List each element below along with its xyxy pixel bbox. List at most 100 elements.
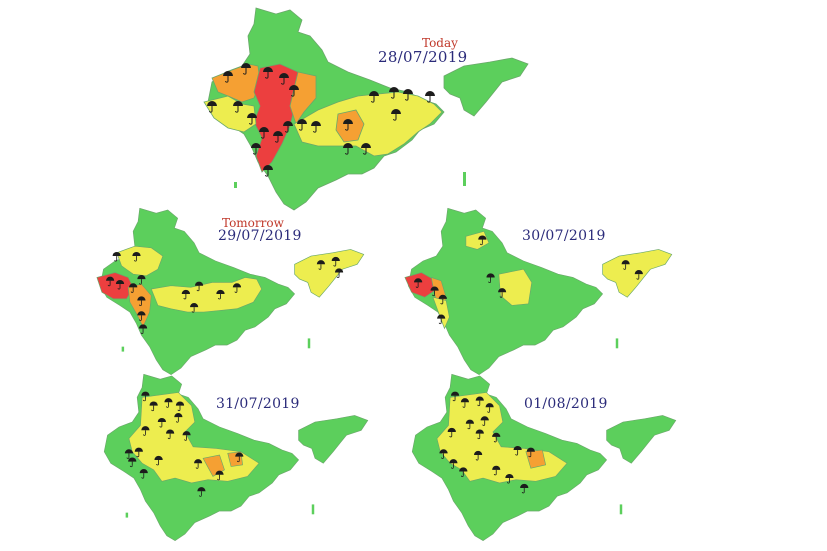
- umbrella-icon: [137, 311, 146, 321]
- umbrella-icon: [273, 131, 283, 143]
- umbrella-icon: [134, 447, 143, 458]
- map-date: 29/07/2019: [218, 228, 302, 244]
- umbrella-icon: [459, 467, 468, 477]
- map-region: [116, 245, 164, 277]
- umbrella-icon: [141, 391, 150, 402]
- umbrella-icon: [465, 419, 474, 430]
- umbrella-icon: [485, 403, 494, 413]
- umbrella-icon: [447, 427, 456, 438]
- umbrella-icon: [197, 487, 206, 497]
- umbrella-icon: [232, 283, 242, 293]
- india-map-tomorrow: [96, 207, 365, 376]
- umbrella-icon: [233, 101, 243, 113]
- umbrella-icon: [132, 251, 141, 262]
- umbrella-icon: [138, 324, 148, 335]
- map-region: [298, 415, 369, 464]
- islands-west: [234, 182, 237, 188]
- map-today: Today 28/07/2019: [198, 6, 538, 211]
- umbrella-icon: [129, 283, 138, 293]
- umbrella-icon: [137, 296, 146, 307]
- umbrella-icon: [283, 121, 293, 133]
- map-day3: 30/07/2019: [400, 204, 680, 376]
- umbrella-icon: [263, 165, 273, 177]
- map-day5: 01/08/2019: [404, 370, 684, 542]
- umbrella-icon: [106, 276, 115, 287]
- umbrella-icon: [361, 143, 371, 155]
- umbrella-icon: [182, 431, 191, 441]
- umbrella-icon: [175, 401, 185, 412]
- umbrella-icon: [480, 416, 489, 426]
- map-region: [294, 249, 365, 298]
- map-region: [615, 338, 619, 349]
- map-region: [125, 512, 129, 518]
- map-region: [128, 392, 260, 484]
- umbrella-icon: [194, 281, 204, 292]
- umbrella-icon: [343, 119, 353, 131]
- umbrella-icon: [634, 270, 643, 280]
- umbrella-icon: [124, 449, 134, 459]
- umbrella-icon: [216, 289, 225, 300]
- umbrella-icon: [513, 445, 522, 456]
- umbrella-icon: [207, 101, 217, 113]
- map-date: 31/07/2019: [216, 396, 300, 412]
- umbrella-icon: [128, 457, 137, 468]
- umbrella-icon: [403, 89, 413, 101]
- umbrella-icon: [263, 67, 273, 79]
- umbrella-icon: [520, 483, 529, 494]
- umbrella-icon: [247, 113, 257, 125]
- umbrella-icon: [154, 455, 163, 466]
- umbrella-icon: [486, 273, 495, 283]
- umbrella-icon: [343, 143, 353, 155]
- umbrella-icon: [289, 85, 299, 97]
- umbrella-icon: [430, 286, 439, 297]
- region-yellow-east: [293, 91, 443, 157]
- umbrella-icon: [414, 278, 423, 288]
- umbrella-icon: [166, 429, 175, 440]
- map-tag: Tomorrow: [222, 216, 284, 230]
- umbrella-icon: [389, 87, 399, 99]
- map-region: [307, 338, 311, 349]
- umbrella-icon: [194, 459, 203, 469]
- umbrella-icon: [478, 235, 487, 246]
- umbrella-icon: [149, 401, 158, 412]
- umbrella-icon: [137, 275, 146, 285]
- umbrella-icon: [526, 447, 535, 458]
- umbrella-icon: [475, 429, 484, 440]
- map-region: [311, 504, 315, 515]
- map-region: [121, 346, 125, 352]
- umbrella-icon: [475, 396, 484, 407]
- umbrella-icon: [311, 121, 321, 133]
- map-day4: 31/07/2019: [96, 370, 376, 542]
- umbrella-icon: [492, 465, 501, 476]
- umbrella-icon: [437, 314, 446, 325]
- map-date: 30/07/2019: [522, 228, 606, 244]
- umbrella-icon: [492, 432, 501, 443]
- umbrella-icon: [174, 413, 183, 423]
- map-tag: Today: [422, 36, 458, 50]
- umbrella-icon: [235, 452, 244, 463]
- umbrella-icon: [157, 417, 166, 428]
- umbrella-icon: [460, 398, 470, 408]
- map-date: 01/08/2019: [524, 396, 608, 412]
- umbrella-icon: [139, 469, 148, 479]
- umbrella-icon: [425, 91, 435, 103]
- umbrella-icon: [141, 426, 150, 436]
- umbrella-icon: [450, 391, 460, 402]
- umbrella-icon: [215, 470, 224, 481]
- umbrella-icon: [115, 279, 125, 290]
- markers: [106, 251, 344, 335]
- umbrella-icon: [190, 303, 199, 313]
- india-map-day4: [103, 373, 369, 542]
- markers: [124, 391, 244, 497]
- map-region: [432, 296, 450, 330]
- umbrella-icon: [223, 71, 233, 83]
- umbrella-icon: [439, 449, 448, 459]
- umbrella-icon: [391, 109, 401, 121]
- umbrella-icon: [474, 450, 483, 461]
- region-yellow-west: [203, 95, 257, 133]
- markers: [207, 63, 435, 177]
- umbrella-icon: [181, 289, 190, 300]
- region-orange-central: [289, 71, 317, 125]
- umbrella-icon: [369, 91, 379, 103]
- markers: [414, 235, 643, 325]
